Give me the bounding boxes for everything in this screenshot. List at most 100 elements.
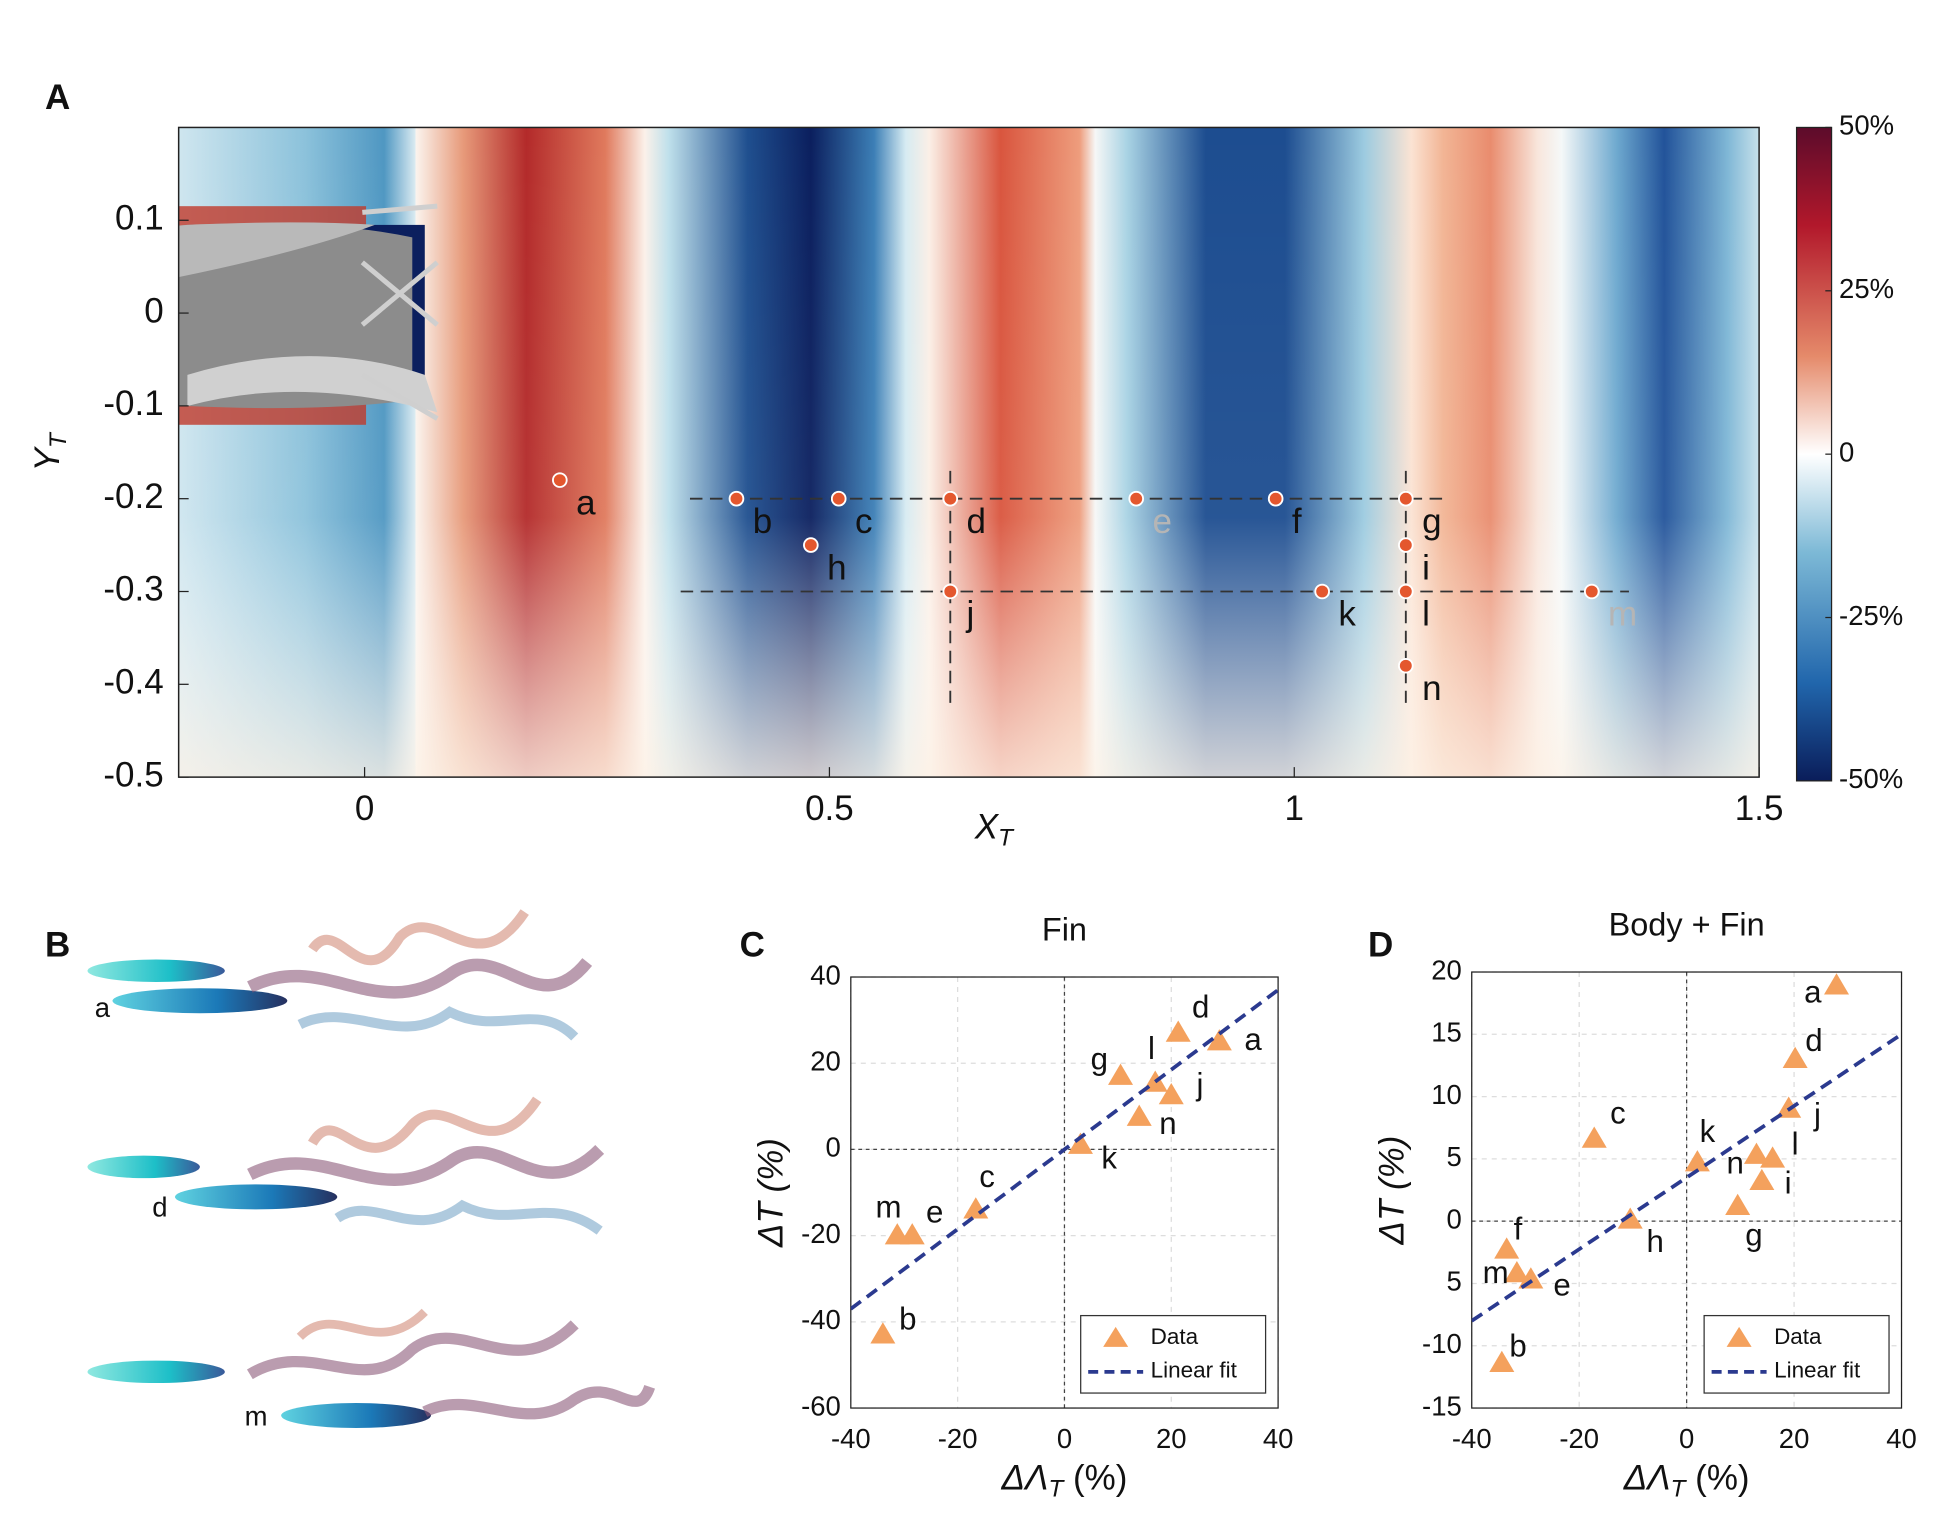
- x-tick-label: -40: [831, 1423, 871, 1454]
- y-tick-label: 40: [810, 959, 841, 990]
- chart-title: Body + Fin: [1609, 907, 1765, 943]
- data-marker: [1743, 1142, 1769, 1164]
- field: [178, 127, 1760, 778]
- y-tick-label: 20: [810, 1045, 841, 1076]
- legend-marker: [1726, 1326, 1752, 1347]
- x-tick-label: 40: [1886, 1423, 1917, 1454]
- y-tick-label: 5: [1446, 1141, 1461, 1172]
- data-marker: [1165, 1020, 1191, 1042]
- wake-label: a: [95, 992, 111, 1023]
- point-label: j: [1813, 1097, 1821, 1132]
- point-label: e: [1553, 1267, 1570, 1302]
- y-tick-label: -0.4: [103, 663, 163, 702]
- probe-label: f: [1292, 502, 1302, 541]
- wake-illustration: [87, 909, 655, 1429]
- data-marker: [1749, 1168, 1775, 1191]
- point-label: m: [876, 1190, 902, 1225]
- axis-label-sub: T: [1671, 1476, 1688, 1503]
- y-tick-label: 0.1: [115, 198, 164, 237]
- probe-point: [830, 490, 847, 507]
- y-tick-label: 0: [1446, 1203, 1461, 1234]
- probe-point: [1398, 583, 1414, 600]
- point-label: m: [1483, 1255, 1509, 1290]
- probe-point: [803, 537, 819, 553]
- point-label: b: [899, 1301, 916, 1336]
- axis-label: ΔT (%): [1373, 1136, 1412, 1246]
- point-label: d: [1805, 1023, 1822, 1058]
- x-tick-label: -40: [1452, 1423, 1492, 1454]
- colorbar-tick-label: 25%: [1839, 273, 1894, 304]
- y-tick-label: -15: [1422, 1390, 1462, 1421]
- y-tick-label: -0.5: [103, 755, 163, 794]
- colorbar-tick-label: 50%: [1839, 110, 1894, 141]
- y-tick-label: 0: [826, 1132, 841, 1163]
- chart-title: Fin: [1042, 912, 1087, 948]
- axis-label-sub: T: [1048, 1476, 1065, 1503]
- axes-frame: [177, 126, 1760, 778]
- point-label: h: [1647, 1224, 1664, 1259]
- axis-label-text: ΔΛ: [1001, 1459, 1049, 1498]
- probe-label: c: [855, 502, 872, 541]
- axis-label: XT: [974, 808, 1015, 852]
- data-marker: [1158, 1083, 1184, 1105]
- axes-frame: [1471, 971, 1903, 1409]
- probe-label: j: [966, 595, 975, 634]
- point-label: k: [1700, 1114, 1716, 1149]
- probe-point: [1583, 583, 1600, 600]
- data-marker: [1494, 1237, 1520, 1259]
- y-tick-label: 20: [1431, 954, 1462, 985]
- legend-marker: [1103, 1326, 1129, 1347]
- y-tick-label: 0: [144, 291, 163, 330]
- y-tick-label: -0.1: [103, 384, 163, 423]
- point-label: e: [926, 1195, 943, 1230]
- axis-label-text: ΔΛ: [1623, 1459, 1671, 1498]
- x-tick-label: 1: [1285, 789, 1304, 828]
- data-marker: [1108, 1063, 1134, 1085]
- legend-box: [1703, 1314, 1890, 1394]
- panel-label: C: [740, 925, 765, 964]
- axis-label: ΔΛT (%): [1001, 1459, 1128, 1503]
- probe-label: l: [1422, 595, 1430, 634]
- probe-point: [1398, 657, 1414, 674]
- y-tick-label: 5: [1446, 1266, 1461, 1297]
- probe-label: g: [1422, 502, 1441, 541]
- point-label: d: [1192, 990, 1209, 1025]
- point-label: l: [1148, 1031, 1155, 1066]
- probe-point: [1398, 537, 1414, 553]
- probe-point: [1128, 490, 1145, 507]
- axis-label: ΔT (%): [752, 1138, 791, 1248]
- legend-box: [1080, 1314, 1267, 1394]
- legend-label: Linear fit: [1774, 1358, 1861, 1383]
- probe-point: [552, 472, 568, 488]
- axis-label-sub: T: [998, 825, 1015, 852]
- probe-label: d: [967, 502, 986, 541]
- axis-label-tail: (%): [1685, 1459, 1749, 1498]
- point-label: l: [1792, 1127, 1799, 1162]
- probe-point: [1267, 490, 1284, 507]
- probe-point: [942, 490, 959, 507]
- fit-line: [1471, 1032, 1902, 1323]
- probe-point: [942, 583, 959, 600]
- data-marker: [870, 1322, 896, 1344]
- data-marker: [1518, 1267, 1544, 1289]
- point-label: a: [1244, 1022, 1262, 1057]
- data-marker: [1824, 973, 1850, 995]
- point-label: n: [1727, 1145, 1744, 1180]
- y-tick-label: -20: [801, 1218, 841, 1249]
- probe-label: b: [753, 502, 772, 541]
- data-marker: [884, 1223, 910, 1245]
- point-label: c: [1610, 1095, 1626, 1130]
- y-tick-label: -0.3: [103, 570, 163, 609]
- point-label: k: [1101, 1140, 1117, 1175]
- axes-frame: [850, 976, 1279, 1409]
- colorbar-tick-label: -50%: [1839, 763, 1903, 794]
- y-tick-label: 10: [1431, 1079, 1462, 1110]
- axis-label: ΔΛT (%): [1623, 1459, 1750, 1503]
- x-tick-label: 0: [1057, 1423, 1072, 1454]
- data-marker: [1504, 1261, 1530, 1283]
- data-marker: [1782, 1046, 1808, 1068]
- y-tick-label: 15: [1431, 1017, 1462, 1048]
- data-marker: [1206, 1029, 1232, 1051]
- y-tick-label: -60: [801, 1390, 841, 1421]
